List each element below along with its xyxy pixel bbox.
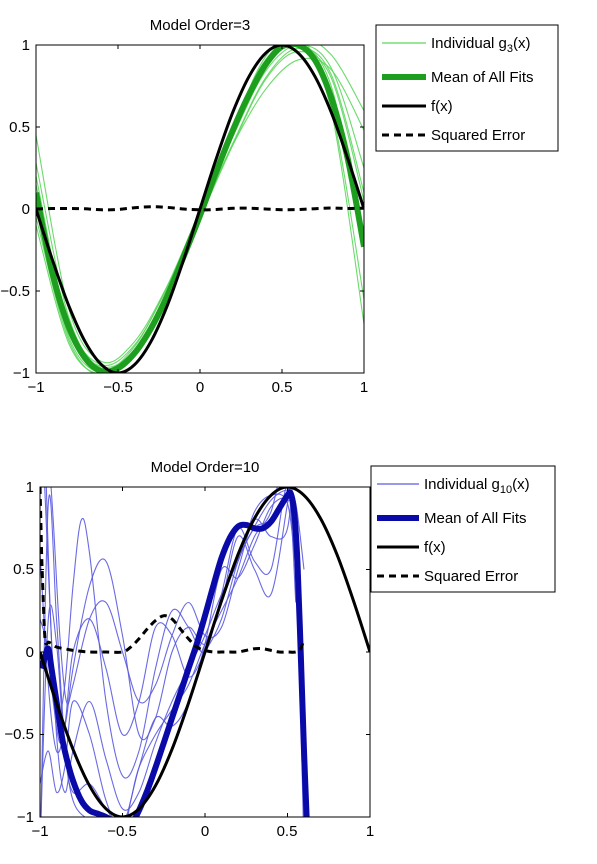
- legend-label-text: Individual g: [424, 476, 500, 493]
- legend-label-text: Individual g: [431, 35, 507, 52]
- x-tick-label: 0: [196, 379, 204, 396]
- squared-error-line: [36, 205, 364, 212]
- true-function-line: [36, 45, 364, 373]
- x-tick-label: −1: [31, 823, 48, 840]
- x-tick-labels: −1 −0.5 0 0.5 1: [31, 823, 374, 840]
- chart-title: Model Order=3: [150, 17, 250, 34]
- squared-error-line: [40, 487, 306, 654]
- x-tick-label: −1: [27, 379, 44, 396]
- legend-label-truth: f(x): [431, 98, 453, 115]
- legend-box: [370, 465, 556, 593]
- x-tick-label: 0.5: [272, 379, 293, 396]
- chart-title: Model Order=10: [151, 459, 260, 476]
- mean-fit-line: [40, 489, 310, 817]
- x-tick-label: 0: [201, 823, 209, 840]
- x-tick-label: 1: [366, 823, 374, 840]
- x-tick-labels: −1 −0.5 0 0.5 1: [27, 379, 368, 396]
- legend-label-individual: Individual g3(x): [431, 35, 531, 55]
- y-tick-labels: 1 0.5 0 −0.5 −1: [4, 479, 34, 826]
- legend-box: [375, 24, 559, 152]
- y-tick-label: −1: [17, 809, 34, 826]
- legend-label-subscript: 10: [500, 484, 512, 496]
- legend-label-error: Squared Error: [424, 568, 518, 585]
- legend-label-truth: f(x): [424, 539, 446, 556]
- chart-panel-order-3: Model Order=3 1 0.5 0 −0.5 −1 −1 −0.5 0 …: [0, 17, 559, 396]
- y-tick-label: −0.5: [4, 726, 34, 743]
- x-tick-label: 1: [360, 379, 368, 396]
- series-lines: [36, 45, 364, 373]
- mean-fit-line: [36, 45, 364, 373]
- y-tick-label: 0.5: [9, 119, 30, 136]
- legend-label-suffix: (x): [513, 35, 531, 52]
- legend-label-subscript: 3: [507, 43, 513, 55]
- y-tick-label: −1: [13, 365, 30, 382]
- tick-marks: [39, 486, 371, 818]
- legend-label-individual: Individual g10(x): [424, 476, 530, 496]
- y-tick-label: 0: [22, 201, 30, 218]
- y-tick-labels: 1 0.5 0 −0.5 −1: [0, 37, 30, 382]
- y-tick-label: −0.5: [0, 283, 30, 300]
- legend-label-error: Squared Error: [431, 127, 525, 144]
- series-lines: [40, 487, 370, 817]
- legend-label-mean: Mean of All Fits: [431, 69, 534, 86]
- x-tick-label: −0.5: [107, 823, 137, 840]
- y-tick-label: 1: [26, 479, 34, 496]
- y-tick-label: 0.5: [13, 561, 34, 578]
- y-tick-label: 0: [26, 644, 34, 661]
- legend-label-mean: Mean of All Fits: [424, 510, 527, 527]
- x-tick-label: 0.5: [277, 823, 298, 840]
- legend: Individual g10(x) Mean of All Fits f(x) …: [370, 465, 556, 593]
- true-function-line: [40, 487, 370, 817]
- legend: Individual g3(x) Mean of All Fits f(x) S…: [375, 24, 559, 152]
- chart-panel-order-10: Model Order=10 1 0.5 0 −0.5 −1 −1 −0.5 0…: [4, 459, 556, 840]
- tick-marks: [35, 44, 365, 374]
- individual-fit-line: [45, 487, 297, 779]
- legend-label-suffix: (x): [512, 476, 530, 493]
- x-tick-label: −0.5: [103, 379, 133, 396]
- y-tick-label: 1: [22, 37, 30, 54]
- individual-fit-line: [44, 487, 297, 811]
